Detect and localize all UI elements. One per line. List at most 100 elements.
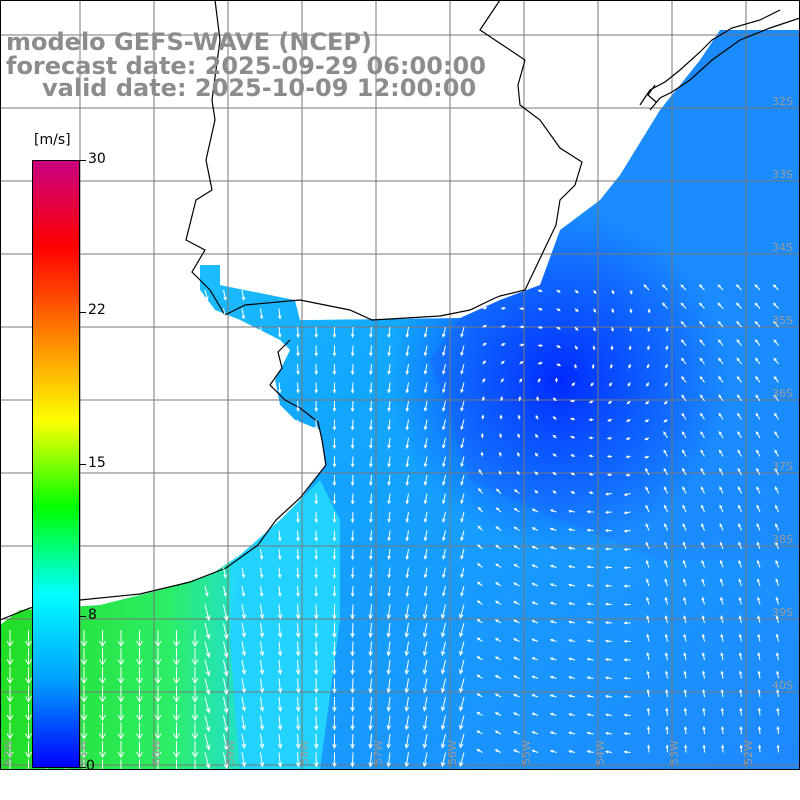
wind-arrow: [645, 541, 650, 550]
lat-label: 35S: [772, 314, 793, 327]
wind-arrow: [442, 530, 446, 542]
wind-arrow: [739, 744, 743, 753]
wind-arrow: [296, 363, 300, 376]
wind-arrow: [623, 511, 631, 515]
wind-arrow: [350, 326, 355, 339]
wind-arrow: [775, 596, 779, 605]
wind-arrow: [682, 541, 687, 550]
wind-arrow: [700, 449, 705, 457]
wind-arrow: [513, 526, 520, 531]
wind-arrow: [682, 559, 687, 568]
wind-arrow: [604, 602, 613, 606]
wind-arrow: [623, 584, 631, 588]
wind-arrow: [570, 472, 576, 476]
wind-arrow: [80, 741, 88, 758]
wind-arrow: [626, 400, 631, 405]
wind-arrow: [737, 431, 742, 439]
wind-arrow: [567, 565, 576, 569]
wind-arrow: [531, 675, 539, 679]
wind-arrow: [700, 467, 705, 476]
wind-arrow: [259, 678, 265, 694]
wind-arrow: [332, 437, 337, 450]
wind-arrow: [387, 326, 391, 339]
wind-arrow: [531, 546, 539, 550]
wind-arrow: [499, 414, 503, 420]
wind-arrow: [680, 284, 687, 291]
wind-arrow: [295, 604, 301, 620]
wind-arrow: [476, 581, 483, 587]
wind-arrow: [756, 559, 761, 568]
wind-arrow: [295, 715, 301, 731]
wind-arrow: [702, 744, 706, 753]
wind-arrow: [590, 382, 594, 387]
wind-arrow: [386, 696, 392, 713]
wind-arrow: [664, 652, 668, 661]
wind-arrow: [386, 678, 392, 694]
colorbar-tick: [80, 767, 86, 768]
wind-arrow: [387, 437, 391, 450]
wind-arrow: [481, 396, 485, 402]
wind-arrow: [259, 326, 264, 339]
wind-arrow: [332, 641, 337, 657]
wind-arrow: [683, 670, 687, 679]
wind-arrow: [295, 733, 301, 750]
wind-arrow: [606, 436, 613, 440]
wind-arrow: [99, 704, 106, 721]
wind-arrow: [665, 688, 669, 698]
longitude-labels: 62W 61W 60W 59W 58W 57W 56W 55W 54W 53W 52W: [2, 740, 755, 765]
wind-arrow: [368, 752, 373, 768]
wind-arrow: [605, 750, 613, 754]
wind-arrow: [223, 308, 227, 320]
wind-arrow: [610, 326, 614, 333]
wind-arrow: [646, 688, 650, 698]
wind-arrow: [386, 659, 392, 676]
wind-arrow: [549, 657, 557, 661]
wind-arrow: [661, 284, 668, 291]
wind-arrow: [476, 600, 483, 605]
wind-arrow: [368, 715, 373, 731]
wind-arrow: [737, 467, 742, 476]
wind-arrow: [191, 667, 199, 684]
wind-arrow: [604, 731, 613, 735]
wind-arrow: [756, 486, 761, 494]
wind-arrow: [332, 733, 337, 750]
wind-arrow: [404, 696, 410, 712]
wind-arrow: [593, 308, 597, 313]
wind-arrow: [739, 725, 743, 735]
wind-arrow: [387, 474, 391, 487]
wind-arrow: [646, 596, 650, 605]
wind-arrow: [772, 284, 779, 291]
wind-arrow: [386, 752, 392, 768]
wind-arrow: [460, 363, 465, 375]
wind-arrow: [568, 620, 576, 624]
wind-arrow: [500, 325, 507, 328]
wind-arrow: [588, 436, 594, 440]
wind-arrow: [512, 731, 520, 735]
wind-arrow: [25, 685, 32, 703]
wind-arrow: [277, 604, 283, 620]
wind-arrow: [314, 548, 318, 561]
wind-arrow: [459, 715, 465, 731]
wind-arrow: [80, 648, 88, 666]
wind-arrow: [757, 596, 761, 605]
wind-arrow: [117, 741, 125, 758]
wind-arrow: [223, 733, 229, 751]
wind-arrow: [332, 456, 337, 468]
wind-arrow: [702, 725, 706, 735]
wind-arrow: [683, 633, 687, 642]
wind-arrow: [117, 759, 125, 777]
wind-arrow: [737, 449, 742, 457]
wind-arrow: [173, 704, 180, 721]
wind-arrow: [718, 394, 724, 402]
wind-arrow: [387, 548, 391, 561]
wind-arrow: [442, 363, 446, 375]
wind-arrow: [756, 504, 761, 513]
wind-arrow: [259, 715, 265, 731]
wind-arrow: [647, 326, 651, 333]
wind-arrow: [718, 375, 724, 383]
wind-arrow: [495, 507, 502, 513]
wind-arrow: [552, 471, 557, 476]
wind-arrow: [136, 648, 143, 666]
wind-arrow: [478, 487, 483, 494]
wind-arrow: [460, 474, 465, 486]
